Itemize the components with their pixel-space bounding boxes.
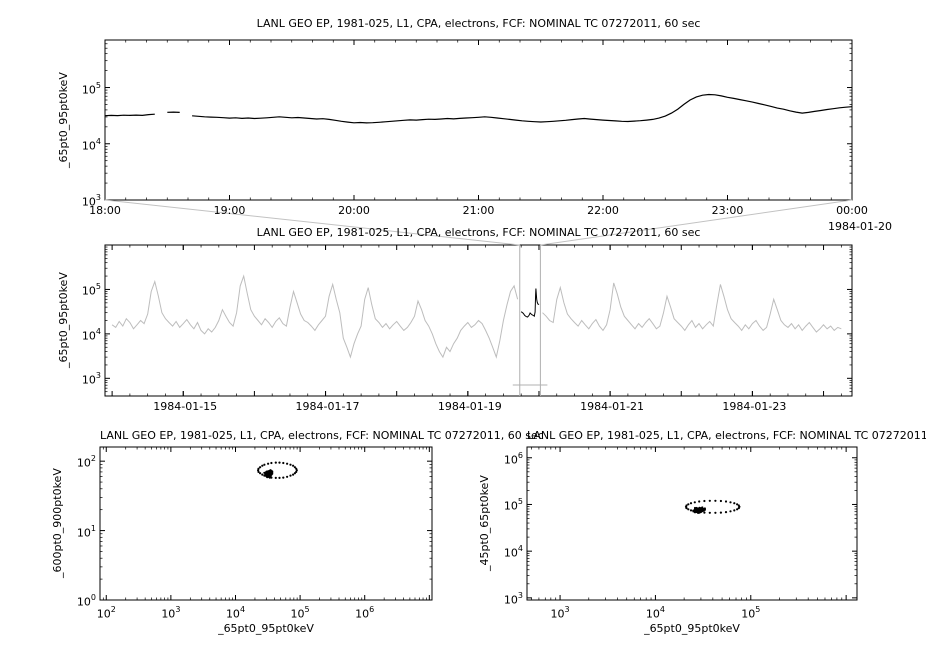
drift-loop-point xyxy=(719,511,723,514)
drift-loop-point xyxy=(724,510,728,514)
drift-loop-point xyxy=(259,466,262,469)
zoom-connector-right xyxy=(540,199,853,246)
y-axis-label-scatter-right: _45pt0_65pt0keV xyxy=(478,475,491,572)
drift-loop-point xyxy=(292,464,295,467)
date-annotation: 1984-01-20 xyxy=(828,220,892,233)
drift-loop-point xyxy=(286,475,289,478)
drift-loop-point xyxy=(714,511,717,514)
x-axis-label-scatter-left: _65pt0_95pt0keV xyxy=(218,622,314,635)
drift-loop-point xyxy=(737,507,740,510)
dense-cluster-point xyxy=(268,474,271,477)
drift-loop-point xyxy=(703,499,706,503)
top-plot-area[interactable] xyxy=(105,40,852,200)
highlighted-interval xyxy=(520,288,540,318)
drift-loop-point xyxy=(693,501,696,504)
context-flux-gray xyxy=(111,274,842,359)
drift-loop-point xyxy=(278,461,281,464)
y-axis-label-top: _65pt0_95pt0keV xyxy=(57,72,70,168)
drift-loop-point xyxy=(257,469,260,472)
context-plot-area[interactable] xyxy=(105,245,852,396)
drift-loop-point xyxy=(729,501,732,504)
drift-loop-point xyxy=(719,499,723,503)
dense-cluster-point xyxy=(701,506,704,509)
drift-loop-point xyxy=(295,470,298,473)
dense-cluster-point xyxy=(695,508,698,511)
scatter-left-plot-area[interactable] xyxy=(100,447,432,600)
dense-cluster-point xyxy=(266,472,269,475)
drift-loop-point xyxy=(708,511,711,514)
x-axis-label-scatter-right: _65pt0_95pt0keV xyxy=(644,622,740,635)
zoom-connector-left xyxy=(104,199,520,246)
drift-loop-point xyxy=(295,467,298,470)
drift-loop-point xyxy=(263,463,266,466)
drift-loop-point xyxy=(693,510,696,513)
drift-loop-point xyxy=(278,476,281,479)
panel-title-context: LANL GEO EP, 1981-025, L1, CPA, electron… xyxy=(256,226,701,239)
drift-loop-point xyxy=(274,461,277,464)
dense-cluster-point xyxy=(271,470,274,473)
dense-cluster-point xyxy=(702,507,705,511)
drift-loop-point xyxy=(703,511,706,514)
drift-loop-point xyxy=(289,463,292,466)
drift-loop-point xyxy=(270,476,273,479)
drift-loop-point xyxy=(259,472,262,475)
time-selection-box[interactable] xyxy=(517,245,543,396)
drift-loop-point xyxy=(714,499,717,502)
drift-loop-point xyxy=(257,470,260,473)
drift-loop-point xyxy=(261,464,264,467)
dense-cluster-point xyxy=(267,470,270,473)
drift-loop-point xyxy=(736,503,739,506)
axes-box xyxy=(526,446,858,601)
drift-loop-point xyxy=(724,500,728,503)
drift-loop-point xyxy=(261,473,264,476)
drift-loop-point xyxy=(263,474,266,477)
dense-cluster-point xyxy=(269,471,272,474)
drift-loop-point xyxy=(687,503,690,506)
panel-title-scatter-left: LANL GEO EP, 1981-025, L1, CPA, electron… xyxy=(100,429,544,442)
drift-loop-point xyxy=(282,476,285,479)
drift-loop-point xyxy=(698,510,701,514)
y-axis-label-context: _65pt0_95pt0keV xyxy=(57,272,70,369)
drift-loop-point xyxy=(293,466,296,469)
drift-loop-point xyxy=(689,509,693,512)
dense-cluster-point xyxy=(268,469,271,472)
drift-loop-point xyxy=(292,473,295,476)
drift-loop-point xyxy=(733,502,736,505)
drift-loop-point xyxy=(689,502,693,505)
electron-flux-65-95keV xyxy=(104,93,853,124)
scatter-right-plot-area[interactable] xyxy=(527,447,857,600)
drift-loop-point xyxy=(737,504,740,507)
panel-title-scatter-right: LANL GEO EP, 1981-025, L1, CPA, electron… xyxy=(527,429,926,442)
drift-loop-point xyxy=(286,462,289,465)
panel-title-top: LANL GEO EP, 1981-025, L1, CPA, electron… xyxy=(256,17,701,30)
dense-cluster-point xyxy=(693,506,697,510)
drift-loop-point xyxy=(274,476,277,479)
drift-loop-point xyxy=(685,507,688,510)
drift-loop-point xyxy=(708,499,711,502)
drift-loop-point xyxy=(687,508,690,511)
drift-loop-point xyxy=(270,461,273,465)
drift-loop-point xyxy=(736,508,739,511)
drift-loop-point xyxy=(733,509,736,512)
y-axis-label-scatter-left: _600pt0_900pt0keV xyxy=(51,468,64,579)
drift-loop-point xyxy=(289,474,292,477)
drift-loop-point xyxy=(729,510,732,513)
drift-loop-point xyxy=(267,475,270,478)
drift-loop-point xyxy=(698,500,701,503)
drift-loop-point xyxy=(282,461,285,465)
drift-loop-point xyxy=(267,462,270,465)
